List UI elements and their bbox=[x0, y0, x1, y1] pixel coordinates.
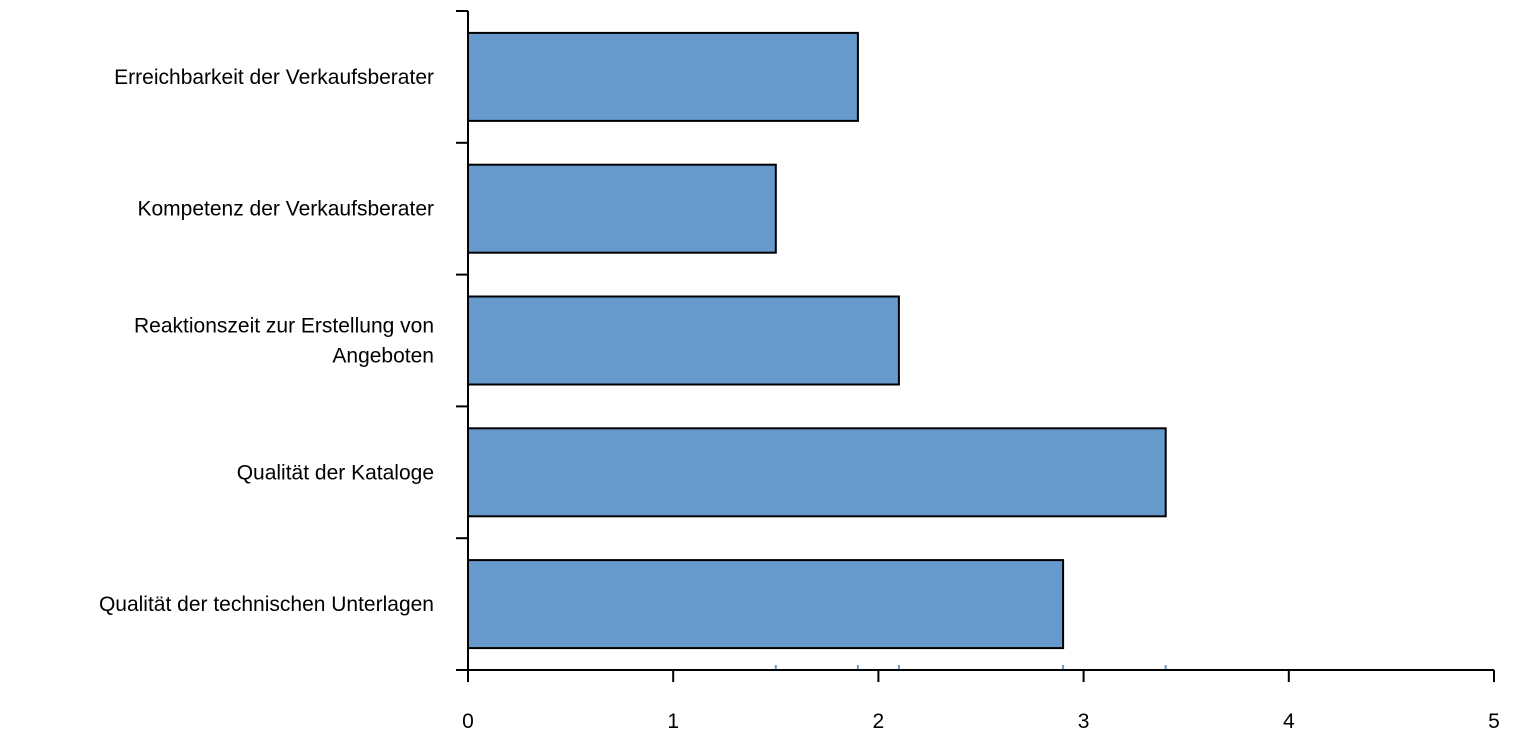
category-label-1: Erreichbarkeit der Verkaufsberater bbox=[114, 66, 434, 89]
category-label-1-line-1: Erreichbarkeit der Verkaufsberater bbox=[114, 66, 434, 89]
bar-5 bbox=[467, 559, 1065, 650]
category-label-3-line-2: Angeboten bbox=[332, 345, 434, 368]
category-label-5: Qualität der technischen Unterlagen bbox=[99, 593, 434, 616]
x-tick-label-4: 4 bbox=[1283, 710, 1295, 733]
x-tick-label-2: 2 bbox=[873, 710, 885, 733]
category-label-3: Reaktionszeit zur Erstellung von Angebote… bbox=[134, 315, 434, 368]
category-label-2-line-1: Kompetenz der Verkaufsberater bbox=[137, 198, 434, 221]
category-label-2: Kompetenz der Verkaufsberater bbox=[137, 198, 434, 221]
x-tick-label-0: 0 bbox=[462, 710, 474, 733]
y-axis-category-labels: Erreichbarkeit der Verkaufsberater Kompet… bbox=[99, 66, 434, 616]
bar-2 bbox=[467, 163, 777, 254]
x-axis-ticks: 0 1 2 3 4 5 bbox=[462, 670, 1500, 733]
category-label-4: Qualität der Kataloge bbox=[237, 461, 434, 484]
category-label-4-line-1: Qualität der Kataloge bbox=[237, 461, 434, 484]
x-tick-label-1: 1 bbox=[667, 710, 679, 733]
bar-4 bbox=[467, 427, 1167, 518]
bars-group bbox=[467, 31, 1167, 650]
x-tick-label-5: 5 bbox=[1488, 710, 1500, 733]
category-label-3-line-1: Reaktionszeit zur Erstellung von bbox=[134, 315, 434, 338]
category-label-5-line-1: Qualität der technischen Unterlagen bbox=[99, 593, 434, 616]
bar-1 bbox=[467, 31, 859, 122]
axes-group bbox=[456, 10, 1494, 671]
bar-3 bbox=[467, 295, 900, 386]
x-tick-label-3: 3 bbox=[1078, 710, 1090, 733]
